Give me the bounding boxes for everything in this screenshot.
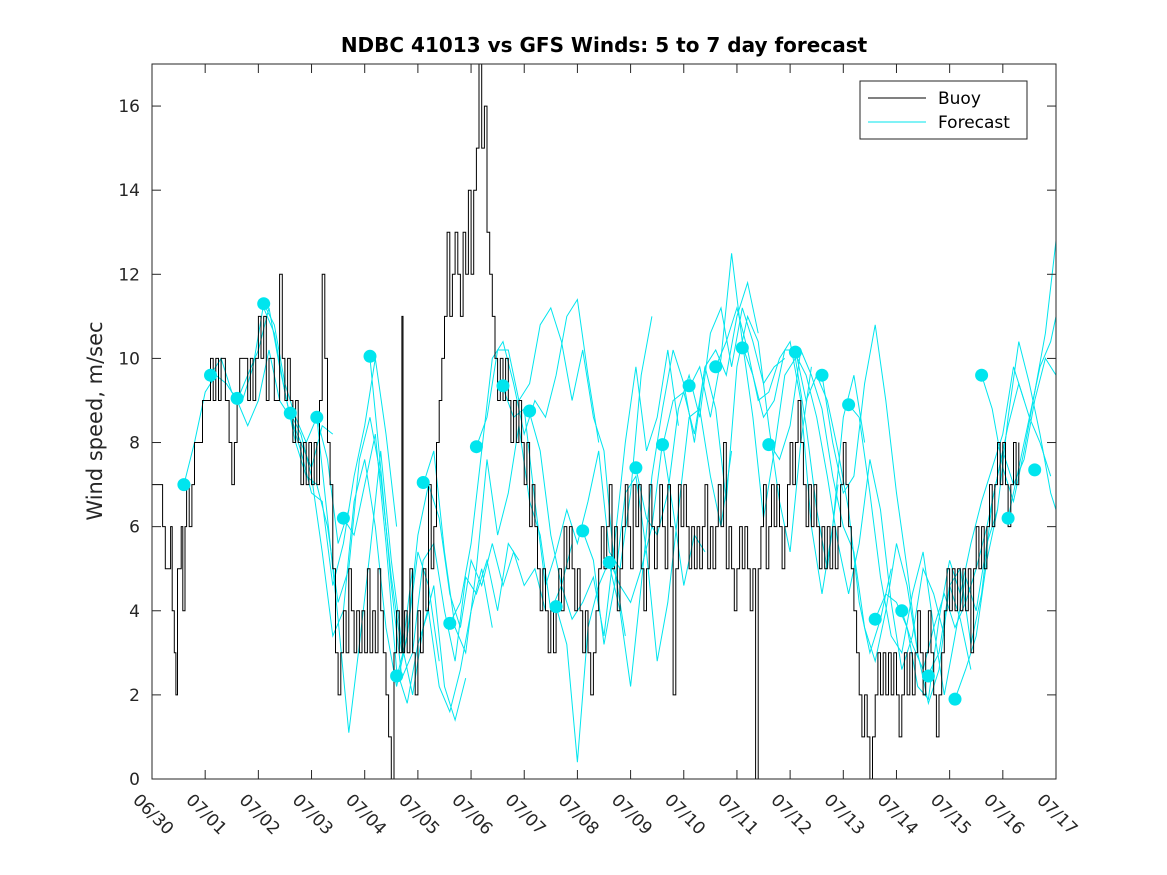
forecast-run-line-7 [369,358,520,681]
forecast-marker-18 [656,438,669,452]
x-tick-label: 07/02 [235,790,284,839]
forecast-run-line-12 [502,316,653,586]
forecast-run-line-13 [529,349,679,637]
forecast-run-line-26 [874,366,1025,701]
forecast-marker-2 [230,391,244,405]
forecast-marker-1 [204,368,217,382]
forecast-marker-5 [310,410,324,424]
forecast-run-line-11 [475,306,626,637]
x-tick-label: 07/17 [1032,790,1081,839]
y-tick-label: 14 [118,181,140,201]
legend-box [859,80,1028,140]
chart-title: NDBC 41013 vs GFS Winds: 5 to 7 day fore… [341,33,868,57]
x-tick-label: 07/14 [873,790,922,839]
forecast-run-line-18 [662,314,812,553]
forecast-run-line-2 [236,349,398,586]
forecast-marker-4 [283,406,297,420]
forecast-series [183,240,1056,763]
x-tick-label: 07/16 [979,790,1028,839]
forecast-marker-9 [416,476,430,489]
forecast-marker-31 [1001,511,1015,525]
x-tick-label: 07/01 [182,790,231,839]
x-tick-label: 07/07 [501,790,550,839]
forecast-run-line-29 [954,341,1056,700]
forecast-marker-15 [576,524,590,538]
forecast-run-line-20 [715,306,866,594]
forecast-marker-16 [602,555,616,569]
buoy-line [152,64,1020,779]
y-tick-label: 8 [129,434,140,454]
forecast-run-line-3 [263,307,414,653]
forecast-marker-17 [629,461,643,475]
forecast-run-line-14 [555,442,706,763]
y-tick-label: 6 [129,518,140,538]
x-tick-label: 07/12 [767,790,816,839]
x-tick-label: 07/04 [341,790,390,839]
forecast-run-line-22 [768,348,919,664]
forecast-run-line-15 [582,407,733,662]
forecast-marker-10 [443,616,457,630]
forecast-marker-14 [549,600,563,614]
forecast-marker-13 [523,404,537,418]
forecast-run-line-9 [422,425,573,655]
x-tick-label: 07/08 [554,790,603,839]
forecast-marker-21 [735,341,749,355]
forecast-marker-8 [390,669,404,683]
forecast-marker-0 [177,478,191,492]
legend-label-buoy: Buoy [938,89,981,109]
forecast-marker-20 [709,360,723,374]
y-axis-label: Wind speed, m/sec [83,321,107,520]
legend-label-forecast: Forecast [938,113,1010,133]
forecast-marker-11 [469,440,483,454]
y-tick-label: 12 [118,265,140,285]
y-tick-label: 16 [118,97,140,117]
forecast-run-line-5 [316,417,467,733]
forecast-marker-30 [975,368,989,382]
x-tick-label: 07/06 [448,790,497,839]
forecast-marker-6 [336,511,350,525]
forecast-marker-3 [257,297,271,311]
forecast-marker-32 [1028,463,1042,477]
y-axis: 0 2 4 6 8 10 12 14 16 [118,97,1056,790]
x-tick-label: 07/05 [394,790,443,839]
plot-frame [151,63,1057,780]
x-tick-label: 07/13 [820,790,869,839]
buoy-series [152,64,1020,779]
x-tick-label: 07/15 [926,790,975,839]
forecast-marker-12 [496,379,510,393]
forecast-marker-26 [868,612,882,626]
x-axis: 06/30 07/01 07/02 07/03 07/04 07/05 07/06 07/07… [128,64,1081,839]
forecast-marker-28 [921,669,935,683]
y-tick-label: 0 [129,770,140,790]
forecast-marker-29 [948,692,962,706]
x-tick-label: 07/03 [288,790,337,839]
forecast-marker-22 [762,438,776,452]
forecast-marker-23 [788,345,802,359]
forecast-run-line-10 [449,298,600,624]
forecast-marker-25 [842,398,856,412]
forecast-run-line-24 [821,324,972,706]
forecast-marker-7 [363,349,377,363]
forecast-run-line-17 [635,306,786,537]
forecast-run-line-25 [848,404,998,695]
forecast-marker-27 [895,604,909,618]
forecast-marker-24 [815,368,829,382]
y-tick-label: 10 [118,349,140,369]
forecast-run-line-31 [1007,316,1056,519]
y-tick-label: 4 [129,602,140,622]
x-tick-label: 07/09 [607,790,656,839]
y-tick-label: 2 [129,686,140,706]
forecast-run-line-23 [794,353,945,670]
legend: Buoy Forecast [859,80,1028,140]
forecast-run-line-8 [396,482,546,679]
forecast-run-line-4 [289,412,440,687]
x-tick-label: 07/11 [713,790,762,839]
x-tick-label: 06/30 [128,790,177,839]
forecast-marker-19 [682,379,696,393]
forecast-markers [177,297,1042,706]
x-tick-label: 07/10 [660,790,709,839]
